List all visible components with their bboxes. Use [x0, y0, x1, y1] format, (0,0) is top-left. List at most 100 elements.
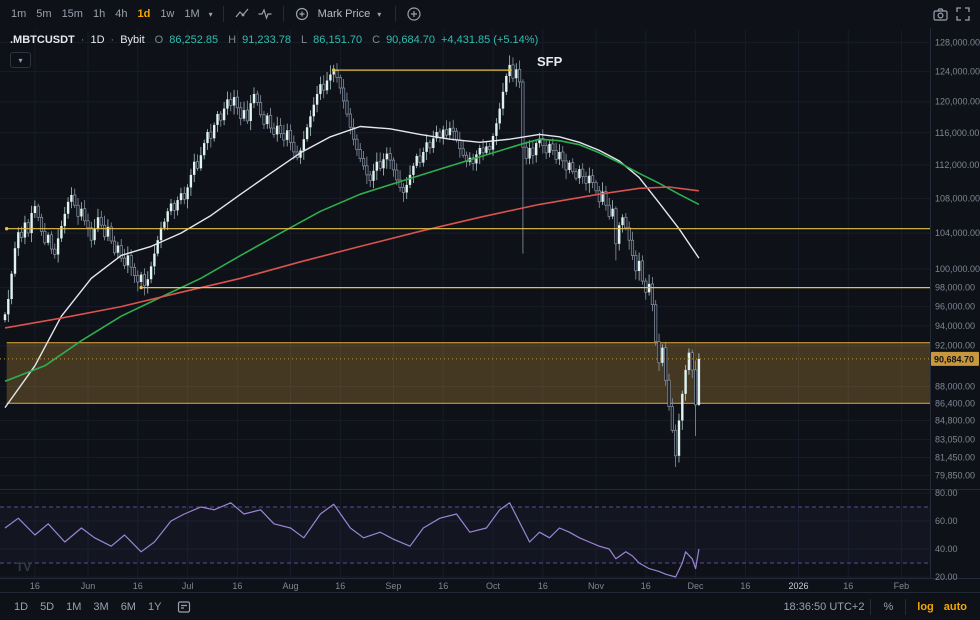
- timeframe-1M[interactable]: 1M: [184, 8, 200, 20]
- range-6M[interactable]: 6M: [120, 600, 136, 613]
- low-value: 86,151.70: [313, 34, 363, 46]
- indicators-icon[interactable]: [254, 3, 276, 25]
- symbol-name[interactable]: .MBTCUSDT: [10, 34, 75, 46]
- percent-scale-button[interactable]: %: [883, 600, 894, 613]
- time-tick: Jun: [81, 581, 96, 591]
- ma-red-line: [4, 186, 700, 329]
- legend-collapse-button[interactable]: ▾: [10, 52, 31, 68]
- close-value: 90,684.70: [386, 34, 435, 46]
- timeframe-5m[interactable]: 5m: [36, 8, 52, 20]
- high-label: H: [228, 34, 237, 46]
- grid-lines: [0, 30, 930, 578]
- mark-price-dropdown[interactable]: Mark Price ▾: [314, 6, 389, 22]
- horizontal-levels[interactable]: [4, 68, 930, 290]
- range-1M[interactable]: 1M: [66, 600, 82, 613]
- rsi-tick: 40.00: [935, 544, 958, 554]
- toolbar-divider: [282, 6, 284, 22]
- time-tick: Aug: [283, 581, 299, 591]
- timeframe-1d[interactable]: 1d: [137, 8, 151, 20]
- timeframe-4h[interactable]: 4h: [115, 8, 128, 20]
- price-tick: 83,050.00: [935, 435, 975, 445]
- price-tick: 112,000.00: [935, 160, 979, 170]
- price-tick: 104,000.00: [935, 228, 980, 238]
- symbol-divider: ·: [110, 34, 115, 46]
- time-axis[interactable]: 16 Jun 16 Jul 16 Aug 16 Sep 16 Oct 16 Nov 16 Dec 16 202…: [30, 581, 909, 591]
- time-tick: 16: [641, 581, 651, 591]
- toolbar-divider: [870, 598, 872, 615]
- fullscreen-icon[interactable]: [952, 3, 974, 25]
- tradingview-watermark[interactable]: TV: [16, 560, 31, 574]
- price-tick: 92,000.00: [935, 341, 975, 351]
- mark-price-label: Mark Price: [317, 8, 371, 20]
- goto-date-icon[interactable]: [173, 596, 195, 618]
- price-tick: 88,000.00: [935, 382, 975, 392]
- chart-toolbar: 1m 5m 15m 1h 4h 1d 1w 1M ▾ Mark Price ▾: [0, 0, 980, 28]
- time-tick: 16: [335, 581, 345, 591]
- range-3M[interactable]: 3M: [93, 600, 109, 613]
- price-tick: 86,400.00: [935, 398, 975, 408]
- moving-averages: [4, 125, 700, 409]
- chart-pane[interactable]: SFP 128,000.00 124,000.00 120,000.00 116,000…: [0, 28, 980, 592]
- open-label: O: [154, 34, 164, 46]
- range-1D[interactable]: 1D: [14, 600, 29, 613]
- time-tick: 16: [232, 581, 242, 591]
- sfp-annotation[interactable]: SFP: [537, 54, 563, 69]
- clock-value: 18:36:50: [783, 600, 827, 613]
- time-tick: Sep: [385, 581, 401, 591]
- price-tick: 96,000.00: [935, 302, 975, 312]
- symbol-divider: ·: [80, 34, 85, 46]
- price-axis[interactable]: 128,000.00 124,000.00 120,000.00 116,000.00…: [931, 37, 980, 582]
- exchange-label: Bybit: [120, 34, 145, 46]
- timeframe-dropdown-caret[interactable]: ▾: [208, 9, 213, 19]
- bottom-toolbar: 1D 5D 1M 3M 6M 1Y 18:36:50 UTC+2 % log auto: [0, 592, 980, 620]
- clock-timezone[interactable]: 18:36:50 UTC+2: [783, 601, 864, 613]
- time-tick: 16: [740, 581, 750, 591]
- rsi-tick: 60.00: [935, 516, 958, 526]
- symbol-info-bar: .MBTCUSDT · 1D · Bybit O 86,252.85 H 91,…: [10, 34, 538, 46]
- timeframe-1w[interactable]: 1w: [160, 8, 175, 20]
- interval-label: 1D: [90, 34, 105, 46]
- chart-type-icon[interactable]: [231, 3, 253, 25]
- price-tick: 81,450.00: [935, 453, 975, 463]
- time-tick: 16: [438, 581, 448, 591]
- range-group: 1D 5D 1M 3M 6M 1Y: [8, 599, 167, 615]
- rsi-line: [4, 502, 700, 578]
- time-tick: 16: [30, 581, 40, 591]
- camera-icon[interactable]: [929, 3, 951, 25]
- change-value: +4,431.85 (+5.14%): [441, 34, 539, 46]
- last-price-label: [931, 351, 979, 366]
- time-tick: Nov: [588, 581, 605, 591]
- timeframe-1h[interactable]: 1h: [92, 8, 106, 20]
- timeframe-15m[interactable]: 15m: [61, 8, 83, 20]
- price-tick: 98,000.00: [935, 283, 975, 293]
- price-tick: 116,000.00: [935, 128, 979, 138]
- price-tick: 124,000.00: [935, 67, 980, 77]
- auto-scale-button[interactable]: auto: [943, 600, 967, 613]
- price-tick: 128,000.00: [935, 37, 980, 47]
- log-scale-button[interactable]: log: [917, 600, 934, 613]
- time-tick: 16: [133, 581, 143, 591]
- toolbar-divider: [395, 6, 397, 22]
- rsi-tick: 20.00: [935, 572, 958, 582]
- price-tick: 79,850.00: [935, 471, 975, 481]
- timeframe-1m[interactable]: 1m: [11, 8, 27, 20]
- ma-white-line: [4, 125, 700, 409]
- time-tick: Feb: [894, 581, 910, 591]
- time-tick: 16: [843, 581, 853, 591]
- price-tick: 108,000.00: [935, 193, 980, 203]
- price-tick: 120,000.00: [935, 97, 980, 107]
- mark-price-caret: ▾: [377, 9, 382, 19]
- low-label: L: [301, 34, 308, 46]
- compare-icon[interactable]: [291, 3, 313, 25]
- range-1Y[interactable]: 1Y: [147, 600, 162, 613]
- range-5D[interactable]: 5D: [40, 600, 55, 613]
- support-zone[interactable]: [6, 342, 931, 404]
- pane-separators: [0, 28, 980, 579]
- time-tick: 16: [538, 581, 548, 591]
- time-tick: Dec: [688, 581, 705, 591]
- plus-circle-icon[interactable]: [403, 3, 425, 25]
- price-tick: 84,800.00: [935, 416, 975, 426]
- time-tick: 2026: [788, 581, 808, 591]
- rsi-pane: [0, 502, 930, 578]
